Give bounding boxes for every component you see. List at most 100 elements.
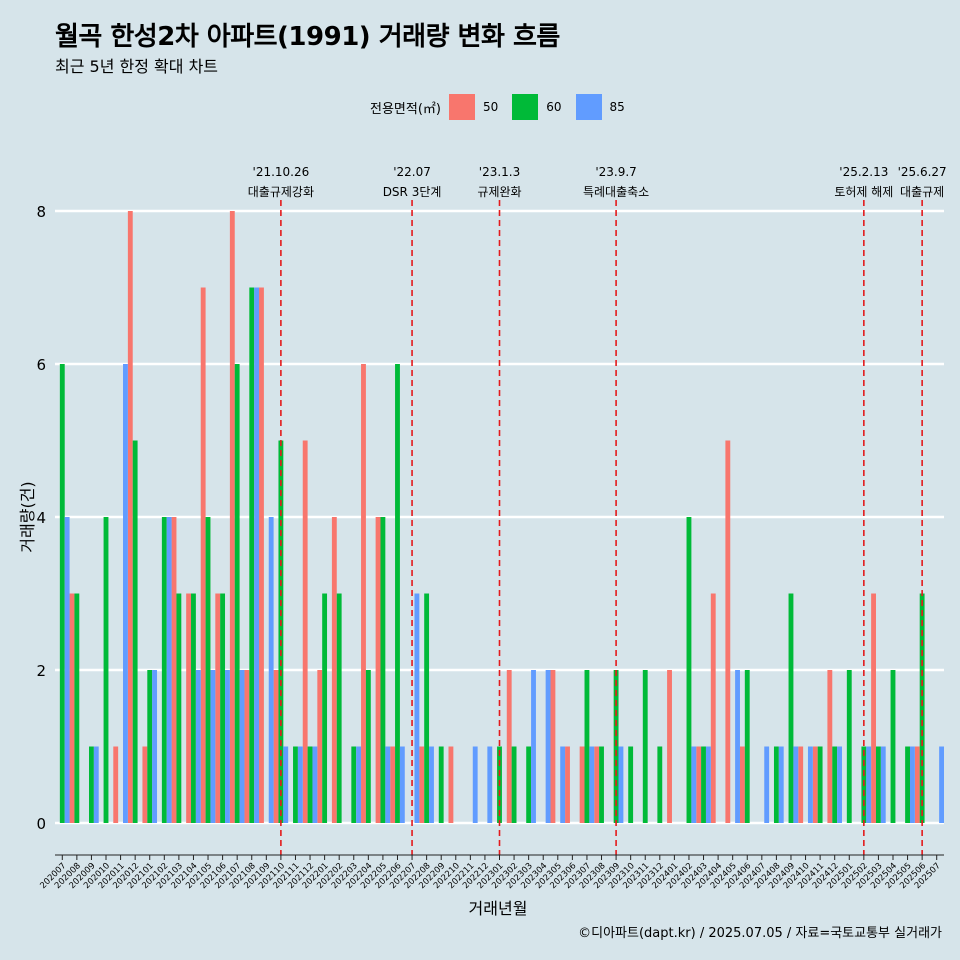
bar — [837, 746, 842, 823]
bar — [424, 593, 430, 823]
bar — [200, 287, 206, 823]
bar — [657, 746, 663, 823]
bar — [550, 670, 556, 823]
bar — [866, 746, 872, 823]
bar — [385, 746, 391, 823]
bar — [487, 746, 493, 823]
bar — [744, 670, 750, 823]
bar — [132, 440, 138, 823]
legend-label-60: 60 — [546, 100, 562, 114]
bar — [171, 517, 177, 823]
bar — [531, 670, 536, 823]
bar — [220, 593, 226, 823]
bar — [380, 517, 386, 823]
chart-title: 월곡 한성2차 아파트(1991) 거래량 변화 흐름 — [55, 22, 560, 52]
bar — [414, 593, 420, 823]
bar — [322, 593, 328, 823]
bar — [919, 593, 925, 823]
bar — [93, 746, 99, 823]
bar — [594, 746, 600, 823]
bar — [89, 746, 94, 823]
bar — [152, 670, 158, 823]
bar — [705, 746, 711, 823]
bar — [827, 670, 833, 823]
bar — [905, 746, 910, 823]
x-axis: 2020072020082020092020102020112020122021… — [38, 854, 944, 891]
bar — [429, 746, 434, 823]
bar — [686, 517, 692, 823]
x-axis-title: 거래년월 — [469, 899, 528, 918]
bar — [909, 746, 915, 823]
bar — [273, 670, 279, 823]
bar — [880, 746, 886, 823]
bar — [691, 746, 697, 823]
bar — [74, 593, 80, 823]
bar — [579, 746, 585, 823]
bar — [613, 670, 619, 823]
bar — [798, 746, 804, 823]
bar — [244, 670, 250, 823]
bar — [336, 593, 342, 823]
bar — [259, 287, 264, 823]
bar — [249, 287, 255, 823]
bar — [725, 440, 731, 823]
bar — [176, 593, 182, 823]
bar — [939, 746, 944, 823]
bar — [399, 746, 405, 823]
caption: ©디아파트(dapt.kr) / 2025.07.05 / 자료=국토교통부 실… — [578, 926, 942, 941]
bar — [735, 670, 740, 823]
bar — [142, 746, 148, 823]
event-date-label: '23.9.7 — [595, 165, 636, 179]
bar — [642, 670, 648, 823]
bar — [331, 517, 337, 823]
event-date-label: '23.1.3 — [479, 165, 520, 179]
bar — [560, 746, 566, 823]
bar — [793, 746, 799, 823]
legend-key-60 — [512, 94, 539, 120]
bar — [618, 746, 624, 823]
bar — [254, 287, 260, 823]
bar — [696, 746, 702, 823]
y-tick-label: 6 — [36, 356, 46, 374]
bar — [526, 746, 532, 823]
bar — [351, 746, 357, 823]
bar — [113, 746, 119, 823]
legend-item-60: 60 — [512, 94, 569, 120]
bar — [312, 746, 318, 823]
legend-title: 전용면적(㎡) — [370, 101, 441, 117]
event-label: 대출규제 — [900, 185, 944, 199]
bar — [283, 746, 289, 823]
bar — [195, 670, 201, 823]
legend-item-50: 50 — [448, 94, 506, 120]
bars — [59, 211, 944, 823]
legend-key-85 — [575, 94, 602, 120]
bar — [307, 746, 313, 823]
bar — [215, 593, 221, 823]
bar — [297, 746, 303, 823]
bar — [545, 670, 551, 823]
bar — [317, 670, 323, 823]
bar — [361, 364, 366, 823]
bar — [832, 746, 838, 823]
bar — [438, 746, 444, 823]
y-tick-label: 4 — [36, 509, 46, 527]
bar — [166, 517, 172, 823]
bar — [210, 670, 216, 823]
bar — [890, 670, 896, 823]
event-label: 토허제 해제 — [834, 185, 893, 199]
bar — [229, 211, 235, 823]
bar — [846, 670, 852, 823]
legend: 전용면적(㎡) 50 60 85 — [370, 93, 639, 121]
bar — [127, 211, 133, 823]
bar — [234, 364, 240, 823]
bar — [225, 670, 230, 823]
legend-label-50: 50 — [482, 100, 499, 114]
bar — [147, 670, 153, 823]
bar — [584, 670, 590, 823]
bar — [817, 746, 823, 823]
bar — [764, 746, 770, 823]
bar — [599, 746, 604, 823]
bar — [773, 746, 779, 823]
bar — [103, 517, 109, 823]
bar — [565, 746, 570, 823]
